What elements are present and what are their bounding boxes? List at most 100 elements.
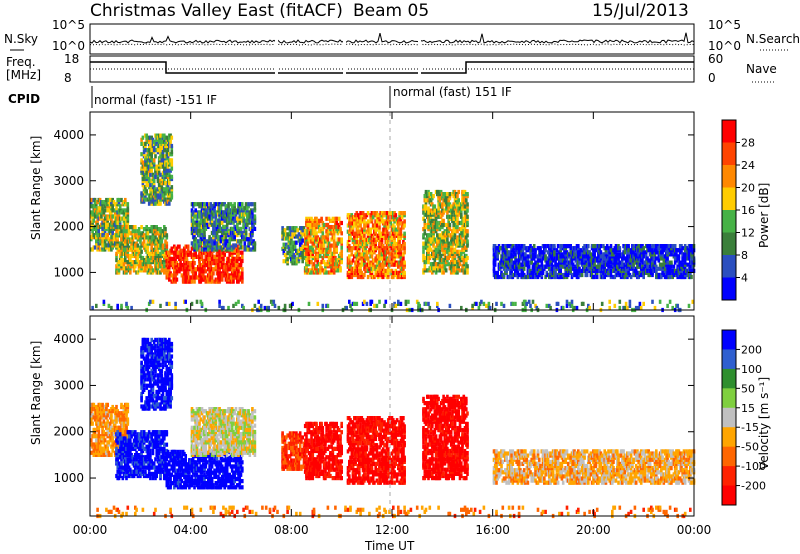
- scatter-cell: [135, 233, 138, 238]
- scatter-cell: [180, 263, 184, 268]
- scatter-cell: [220, 216, 224, 221]
- scatter-cell: [563, 246, 566, 251]
- scatter-cell: [603, 274, 606, 280]
- scatter-cell: [205, 239, 209, 244]
- scatter-cell: [532, 244, 536, 249]
- scatter-cell: [501, 244, 505, 249]
- scatter-cell: [312, 229, 316, 234]
- scatter-cell: [110, 216, 113, 221]
- scatter-cell: [447, 262, 450, 267]
- scatter-cell: [443, 245, 447, 250]
- scatter-cell: [207, 216, 210, 221]
- scatter-cell: [566, 244, 570, 249]
- scatter-cell: [335, 216, 338, 221]
- scatter-cell: [497, 274, 501, 280]
- scatter-cell: [186, 252, 190, 257]
- scatter-cell: [101, 202, 104, 207]
- scatter-cell: [336, 241, 340, 246]
- scatter-cell: [452, 208, 455, 213]
- scatter-cell: [241, 267, 244, 272]
- scatter-cell: [376, 213, 380, 218]
- scatter-cell: [554, 260, 557, 265]
- scatter-cell: [107, 200, 111, 205]
- scatter-cell: [437, 239, 440, 244]
- scatter-cell: [241, 254, 244, 259]
- scatter-cell: [157, 168, 161, 173]
- scatter-cell: [170, 193, 174, 198]
- scatter-cell: [105, 233, 108, 238]
- scatter-cell: [325, 270, 328, 275]
- scatter-cell: [429, 237, 433, 242]
- scatter-cell: [168, 181, 171, 186]
- scatter-cell: [453, 233, 457, 238]
- scatter-cell: [505, 246, 508, 251]
- scatter-cell: [438, 268, 442, 273]
- station-title: Christmas Valley East (fitACF): [90, 1, 343, 21]
- scatter-cell: [366, 256, 370, 261]
- scatter-cell: [558, 268, 561, 273]
- cpid-panel: CPID normal (fast) -151 IF normal (fast)…: [8, 85, 512, 108]
- scatter-cell: [110, 222, 113, 227]
- scatter-cell: [521, 260, 525, 265]
- scatter-cell: [291, 250, 294, 256]
- scatter-cell: [521, 252, 525, 257]
- freq-tick-top: 18: [64, 52, 79, 66]
- freq-tick-bottom: 8: [64, 71, 72, 85]
- scatter-cell: [287, 238, 291, 243]
- scatter-cell: [569, 266, 572, 271]
- scatter-cell: [632, 262, 635, 267]
- scatter-cell: [389, 211, 393, 216]
- scatter-cell: [457, 189, 460, 195]
- scatter-cell: [332, 231, 336, 236]
- freq-gap-1: [275, 57, 278, 81]
- scatter-cell: [330, 218, 333, 223]
- scatter-cell: [363, 229, 366, 234]
- scatter-cell: [515, 244, 518, 249]
- scatter-cell: [152, 158, 156, 163]
- scatter-cell: [458, 268, 462, 273]
- scatter-cell: [150, 164, 153, 169]
- scatter-cell: [110, 197, 113, 203]
- scatter-cell: [361, 246, 365, 251]
- scatter-cell: [358, 246, 361, 251]
- scatter-cell: [337, 216, 341, 221]
- scatter-cell: [403, 231, 406, 236]
- scatter-cell: [241, 275, 244, 280]
- scatter-cell: [116, 241, 119, 246]
- scatter-cell: [149, 229, 152, 234]
- scatter-cell: [427, 241, 430, 246]
- scatter-cell: [115, 258, 118, 263]
- scatter-cell: [105, 235, 108, 240]
- cpid-label: CPID: [8, 92, 40, 106]
- scatter-cell: [521, 248, 525, 253]
- scatter-cell: [157, 233, 161, 238]
- scatter-cell: [433, 204, 437, 209]
- scatter-cell: [444, 268, 448, 273]
- scatter-cell: [363, 219, 366, 224]
- scatter-cell: [141, 181, 145, 186]
- scatter-cell: [134, 229, 137, 234]
- scatter-cell: [95, 202, 98, 207]
- scatter-cell: [306, 241, 309, 246]
- scatter-cell: [117, 245, 121, 250]
- scatter-cell: [170, 246, 174, 251]
- scatter-cell: [251, 233, 254, 238]
- scatter-cell: [239, 206, 243, 211]
- scatter-cell: [241, 271, 244, 276]
- scatter-cell: [395, 217, 399, 222]
- scatter-cell: [112, 239, 116, 244]
- scatter-cell: [227, 202, 230, 207]
- scatter-cell: [322, 235, 326, 240]
- scatter-cell: [116, 220, 119, 225]
- scatter-cell: [340, 260, 343, 265]
- noise-sky-series: [89, 32, 695, 44]
- scatter-cell: [599, 250, 603, 255]
- scatter-cell: [434, 212, 438, 217]
- scatter-cell: [195, 243, 199, 248]
- scatter-cell: [439, 245, 443, 250]
- power-scatter: [90, 133, 696, 313]
- scatter-cell: [378, 225, 381, 230]
- scatter-cell: [154, 154, 157, 159]
- scatter-cell: [466, 208, 469, 213]
- scatter-cell: [636, 264, 639, 269]
